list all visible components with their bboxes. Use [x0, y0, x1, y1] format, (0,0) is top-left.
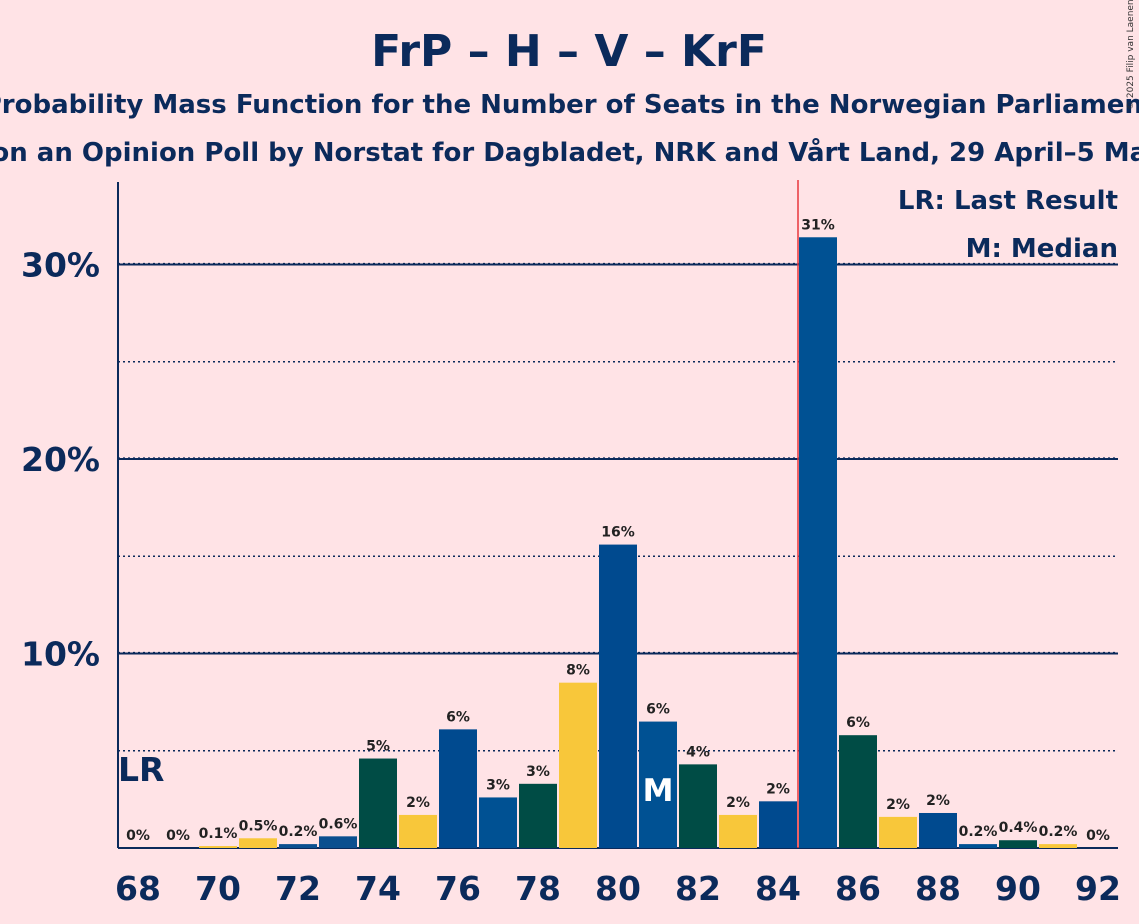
bar-seats-75 — [399, 814, 437, 848]
bar-seats-86 — [839, 735, 877, 848]
bar-seats-79 — [559, 682, 597, 848]
x-tick-90: 90 — [995, 869, 1041, 908]
x-tick-70: 70 — [195, 869, 241, 908]
x-tick-72: 72 — [275, 869, 321, 908]
data-label-seats-71: 0.5% — [239, 818, 278, 834]
data-label-seats-74: 5% — [366, 739, 390, 755]
bar-seats-71 — [239, 838, 277, 848]
x-axis-ticks: 68 70 72 74 76 78 80 82 84 86 88 90 92 — [115, 869, 1121, 908]
bar-seats-85 — [799, 237, 837, 848]
bar-seats-80 — [599, 544, 637, 848]
x-tick-76: 76 — [435, 869, 481, 908]
data-label-seats-75: 2% — [406, 795, 430, 811]
bar-seats-73 — [319, 836, 357, 848]
median-marker: M — [643, 773, 674, 809]
bar-seats-82 — [679, 764, 717, 848]
data-label-seats-76: 6% — [446, 709, 470, 725]
bar-seats-84 — [759, 801, 797, 848]
data-label-seats-91: 0.2% — [1039, 824, 1078, 840]
data-label-seats-82: 4% — [686, 744, 710, 760]
bar-seats-78 — [519, 783, 557, 848]
data-label-seats-77: 3% — [486, 777, 510, 793]
bar-seats-81 — [639, 721, 677, 848]
data-label-seats-69: 0% — [166, 828, 190, 844]
x-tick-80: 80 — [595, 869, 641, 908]
x-tick-86: 86 — [835, 869, 881, 908]
data-label-seats-88: 2% — [926, 793, 950, 809]
chart-subtitle: Probability Mass Function for the Number… — [0, 90, 1139, 120]
copyright-notice: © 2025 Filip van Laenen — [1126, 0, 1136, 110]
data-label-seats-80: 16% — [601, 525, 635, 541]
bar-seats-91 — [1039, 844, 1077, 848]
data-label-seats-89: 0.2% — [959, 824, 998, 840]
data-labels: 0% 0% 0.1% 0.5% 0.2% 0.6%5%2%6%3%3%8%16%6%4%2… — [126, 217, 1110, 844]
data-label-seats-72: 0.2% — [279, 824, 318, 840]
data-label-seats-79: 8% — [566, 663, 590, 679]
legend-last-result: LR: Last Result — [898, 186, 1118, 216]
last-result-marker: LR — [118, 750, 164, 789]
x-tick-74: 74 — [355, 869, 401, 908]
x-tick-84: 84 — [755, 869, 801, 908]
bar-seats-70 — [199, 846, 237, 848]
bar-seats-83 — [719, 814, 757, 848]
data-label-seats-87: 2% — [886, 797, 910, 813]
data-label-seats-83: 2% — [726, 795, 750, 811]
bar-seats-74 — [359, 758, 397, 848]
x-tick-82: 82 — [675, 869, 721, 908]
bars — [199, 237, 1077, 848]
x-tick-78: 78 — [515, 869, 561, 908]
bar-seats-89 — [959, 844, 997, 848]
bar-seats-77 — [479, 797, 517, 848]
x-tick-68: 68 — [115, 869, 161, 908]
chart-title: FrP – H – V – KrF — [371, 26, 767, 77]
data-label-seats-68: 0% — [126, 828, 150, 844]
data-label-seats-85: 31% — [801, 217, 835, 233]
markers: LR M — [118, 180, 799, 848]
data-label-seats-78: 3% — [526, 764, 550, 780]
bar-seats-76 — [439, 729, 477, 848]
legend-median: M: Median — [966, 234, 1118, 264]
data-label-seats-86: 6% — [846, 715, 870, 731]
y-tick-30: 30% — [21, 246, 100, 285]
data-label-seats-92: 0% — [1086, 828, 1110, 844]
data-label-seats-84: 2% — [766, 781, 790, 797]
bar-seats-72 — [279, 844, 317, 848]
x-tick-88: 88 — [915, 869, 961, 908]
y-axis-ticks: 10% 20% 30% — [21, 246, 100, 674]
bar-seats-90 — [999, 840, 1037, 848]
bar-seats-87 — [879, 816, 917, 848]
bar-seats-88 — [919, 812, 957, 848]
chart-source: Based on an Opinion Poll by Norstat for … — [0, 136, 1139, 168]
y-tick-20: 20% — [21, 440, 100, 479]
data-label-seats-73: 0.6% — [319, 816, 358, 832]
x-tick-92: 92 — [1075, 869, 1121, 908]
data-label-seats-70: 0.1% — [199, 826, 238, 842]
data-label-seats-90: 0.4% — [999, 820, 1038, 836]
data-label-seats-81: 6% — [646, 702, 670, 718]
y-tick-10: 10% — [21, 635, 100, 674]
